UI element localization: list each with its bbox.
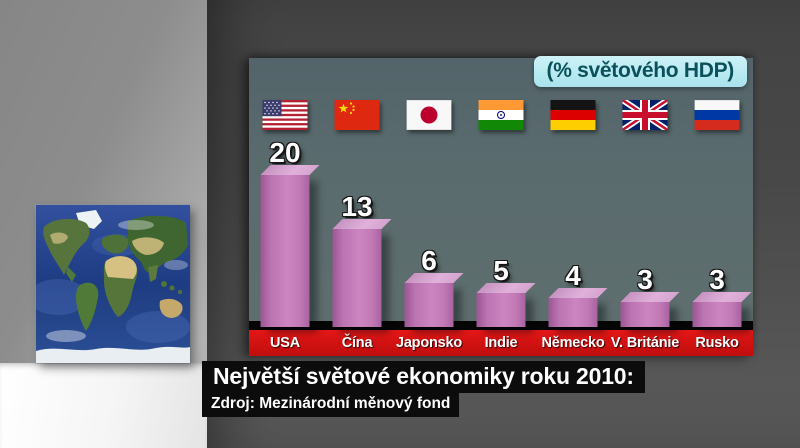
- bar-value-label: 4: [565, 260, 581, 291]
- chart-columns: 20 13 6 5 4 3 3: [249, 100, 753, 327]
- bar: [260, 175, 310, 327]
- bar-value-label: 13: [341, 191, 373, 222]
- bar-value-label: 3: [709, 264, 725, 295]
- flag-germany-icon: [550, 100, 596, 130]
- flag-japan-icon: [406, 100, 452, 130]
- bar: [404, 283, 454, 327]
- world-map-icon: [36, 205, 190, 363]
- bar: [692, 302, 742, 327]
- chart-column: 5: [465, 100, 537, 327]
- category-strip: USA Čína Japonsko Indie Německo V. Británie Ru…: [249, 330, 753, 356]
- chart-column: 6: [393, 100, 465, 327]
- chart-column: 3: [681, 100, 753, 327]
- flag-india-icon: [478, 100, 524, 130]
- chart-column: 4: [537, 100, 609, 327]
- chart-column: 20: [249, 100, 321, 327]
- bar: [548, 298, 598, 327]
- category-label: Japonsko: [395, 335, 463, 351]
- studio-desk: [0, 363, 207, 448]
- chart-column: 13: [321, 100, 393, 327]
- category-label: Německo: [541, 335, 605, 351]
- category-label: V. Británie: [610, 335, 680, 351]
- chart-source: Zdroj: Mezinárodní měnový fond: [202, 393, 460, 418]
- unit-badge: (% světového HDP): [533, 56, 747, 87]
- category-label: Rusko: [695, 335, 739, 351]
- flag-russia-icon: [694, 100, 740, 130]
- bar: [332, 229, 382, 327]
- bar: [476, 293, 526, 327]
- bar-value-label: 20: [269, 137, 301, 168]
- chart-column: 3: [609, 100, 681, 327]
- footer: Největší světové ekonomiky roku 2010: Zd…: [202, 361, 645, 418]
- bar: [620, 302, 670, 327]
- category-label: USA: [269, 335, 300, 351]
- bar-value-label: 5: [493, 255, 509, 286]
- flag-uk-icon: [622, 100, 668, 130]
- bar-value-label: 3: [637, 264, 653, 295]
- category-label: Indie: [484, 335, 518, 351]
- flag-usa-icon: [262, 100, 308, 130]
- category-label: Čína: [341, 335, 373, 351]
- flag-china-icon: [334, 100, 380, 130]
- bar-value-label: 6: [421, 245, 437, 276]
- chart-title: Největší světové ekonomiky roku 2010:: [202, 361, 645, 394]
- chart-panel: (% světového HDP) USA Čína Japonsko Indie Ně…: [249, 56, 753, 356]
